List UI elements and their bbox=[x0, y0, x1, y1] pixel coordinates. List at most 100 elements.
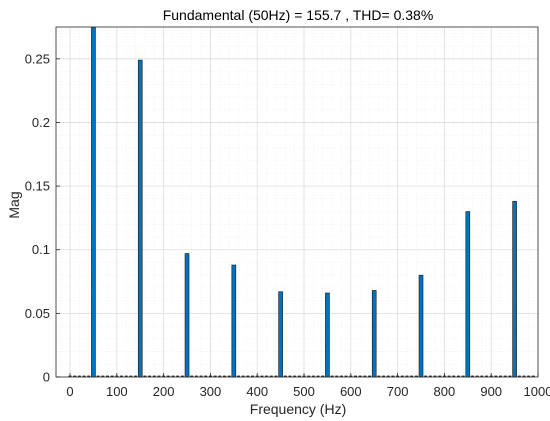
near-zero-bins bbox=[68, 375, 535, 377]
near-zero-bin bbox=[424, 375, 428, 377]
bar-harmonic-350hz bbox=[231, 264, 237, 378]
near-zero-bin bbox=[293, 375, 297, 377]
y-tick-label: 0 bbox=[43, 370, 50, 385]
near-zero-bin bbox=[522, 375, 526, 377]
near-zero-bin bbox=[330, 375, 334, 377]
near-zero-bin bbox=[391, 375, 395, 377]
near-zero-bin bbox=[503, 375, 507, 377]
near-zero-bin bbox=[180, 375, 184, 377]
near-zero-bin bbox=[335, 375, 339, 377]
near-zero-bin bbox=[260, 375, 264, 377]
near-zero-bin bbox=[368, 375, 372, 377]
near-zero-bin bbox=[382, 375, 386, 377]
near-zero-bin bbox=[120, 375, 124, 377]
x-tick-label: 0 bbox=[66, 384, 73, 399]
near-zero-bin bbox=[461, 375, 465, 377]
near-zero-bin bbox=[190, 375, 194, 377]
y-tick-label: 0.05 bbox=[25, 306, 50, 321]
near-zero-bin bbox=[199, 375, 203, 377]
x-axis-label: Frequency (Hz) bbox=[250, 401, 346, 417]
near-zero-bin bbox=[316, 375, 320, 377]
near-zero-bin bbox=[452, 375, 456, 377]
bar-harmonic-850hz bbox=[465, 211, 471, 378]
near-zero-bin bbox=[283, 375, 287, 377]
bar-harmonic-50hz bbox=[91, 26, 96, 378]
minor-grid bbox=[56, 27, 538, 377]
plot-frame bbox=[55, 26, 539, 378]
near-zero-bin bbox=[377, 375, 381, 377]
near-zero-bin bbox=[218, 375, 222, 377]
near-zero-bin bbox=[414, 375, 418, 377]
near-zero-bin bbox=[480, 375, 484, 377]
near-zero-bin bbox=[499, 375, 503, 377]
near-zero-bin bbox=[470, 375, 474, 377]
near-zero-bin bbox=[129, 375, 133, 377]
near-zero-bin bbox=[105, 375, 109, 377]
x-tick-label: 900 bbox=[480, 384, 502, 399]
near-zero-bin bbox=[204, 375, 208, 377]
near-zero-bin bbox=[405, 375, 409, 377]
near-zero-bin bbox=[400, 375, 404, 377]
y-axis-ticks: 0 0.05 0.1 0.15 0.2 0.25 bbox=[25, 51, 60, 385]
near-zero-bin bbox=[274, 375, 278, 377]
near-zero-bin bbox=[166, 375, 170, 377]
x-tick-label: 400 bbox=[246, 384, 268, 399]
near-zero-bin bbox=[87, 375, 91, 377]
x-tick-label: 700 bbox=[387, 384, 409, 399]
near-zero-bin bbox=[101, 375, 105, 377]
y-tick-label: 0.1 bbox=[32, 242, 50, 257]
near-zero-bin bbox=[77, 375, 81, 377]
near-zero-bin bbox=[73, 375, 77, 377]
near-zero-bin bbox=[176, 375, 180, 377]
near-zero-bin bbox=[410, 375, 414, 377]
near-zero-bin bbox=[124, 375, 128, 377]
near-zero-bin bbox=[527, 375, 531, 377]
x-tick-label: 800 bbox=[434, 384, 456, 399]
y-tick-label: 0.2 bbox=[32, 115, 50, 130]
x-tick-label: 100 bbox=[106, 384, 128, 399]
near-zero-bin bbox=[447, 375, 451, 377]
bar-harmonic-150hz bbox=[137, 59, 143, 378]
near-zero-bin bbox=[143, 375, 147, 377]
near-zero-bin bbox=[363, 375, 367, 377]
near-zero-bin bbox=[222, 375, 226, 377]
x-tick-label: 300 bbox=[200, 384, 222, 399]
near-zero-bin bbox=[269, 375, 273, 377]
near-zero-bin bbox=[531, 375, 535, 377]
bar-harmonic-250hz bbox=[184, 253, 190, 378]
near-zero-bin bbox=[344, 375, 348, 377]
near-zero-bin bbox=[485, 375, 489, 377]
near-zero-bin bbox=[213, 375, 217, 377]
y-tick-label: 0.25 bbox=[25, 51, 50, 66]
near-zero-bin bbox=[265, 375, 269, 377]
near-zero-bin bbox=[194, 375, 198, 377]
near-zero-bin bbox=[508, 375, 512, 377]
near-zero-bin bbox=[227, 375, 231, 377]
near-zero-bin bbox=[353, 375, 357, 377]
plot-area bbox=[56, 27, 538, 377]
x-tick-label: 1000 bbox=[524, 384, 550, 399]
near-zero-bin bbox=[456, 375, 460, 377]
near-zero-bin bbox=[96, 375, 100, 377]
bar-harmonic-750hz bbox=[418, 274, 424, 378]
near-zero-bin bbox=[438, 375, 442, 377]
near-zero-bin bbox=[475, 375, 479, 377]
x-axis-ticks: 0 100 200 300 400 500 600 700 800 900 1000 bbox=[66, 373, 550, 399]
near-zero-bin bbox=[157, 375, 161, 377]
near-zero-bin bbox=[148, 375, 152, 377]
near-zero-bin bbox=[494, 375, 498, 377]
near-zero-bin bbox=[321, 375, 325, 377]
near-zero-bin bbox=[339, 375, 343, 377]
bar-harmonic-650hz bbox=[371, 290, 377, 378]
near-zero-bin bbox=[307, 375, 311, 377]
bar-harmonic-950hz bbox=[512, 201, 517, 378]
x-tick-label: 200 bbox=[153, 384, 175, 399]
near-zero-bin bbox=[171, 375, 175, 377]
near-zero-bin bbox=[386, 375, 390, 377]
near-zero-bin bbox=[152, 375, 156, 377]
near-zero-bin bbox=[311, 375, 315, 377]
y-tick-label: 0.15 bbox=[25, 179, 50, 194]
near-zero-bin bbox=[110, 375, 114, 377]
near-zero-bin bbox=[358, 375, 362, 377]
